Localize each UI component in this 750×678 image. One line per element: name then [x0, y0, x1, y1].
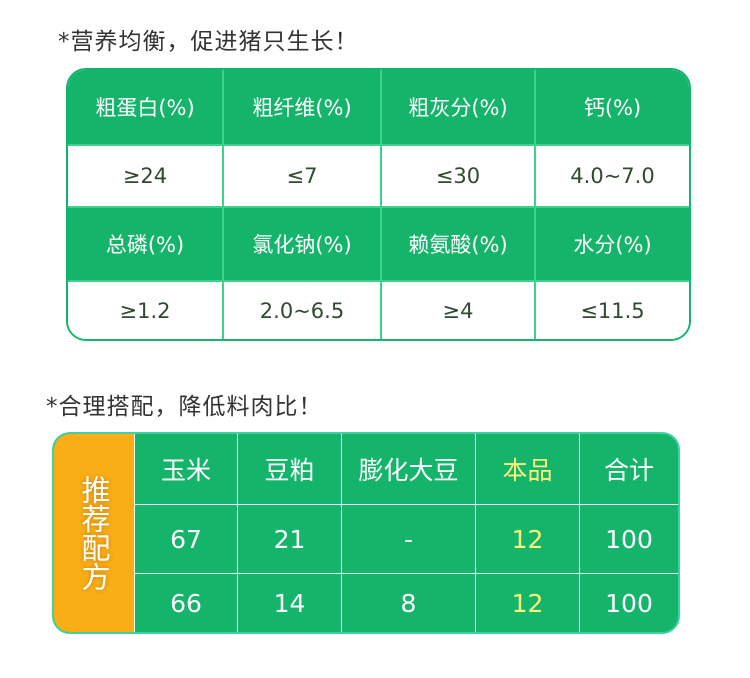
nutrient-header: 水分(%)	[536, 208, 689, 282]
nutrient-header: 粗灰分(%)	[382, 70, 536, 146]
ingredient-header: 膨化大豆	[341, 434, 475, 505]
nutrient-value: ≥1.2	[68, 282, 224, 339]
formula-value: -	[341, 505, 475, 574]
nutrient-header: 粗蛋白(%)	[68, 70, 224, 146]
ingredient-header: 合计	[579, 434, 678, 505]
formula-value: 67	[134, 505, 237, 574]
recommended-formula-label: 推荐配方	[54, 434, 134, 632]
nutrient-value: ≤7	[224, 146, 382, 208]
formula-value: 12	[475, 574, 579, 632]
formula-value: 21	[237, 505, 341, 574]
formula-table: 推荐配方 玉米 豆粕 膨化大豆 本品 合计 67 21-12 100 66 14 8 12 100	[52, 432, 680, 634]
formula-value: 8	[341, 574, 475, 632]
ingredient-header: 玉米	[134, 434, 237, 505]
nutrient-value: ≤11.5	[536, 282, 689, 339]
nutrient-header: 粗纤维(%)	[224, 70, 382, 146]
nutrition-table: 粗蛋白(%) 粗纤维(%) 粗灰分(%) 钙(%) ≥24 ≤7 ≤30 4.0~7.0 总磷(…	[66, 68, 691, 341]
nutrient-value: 4.0~7.0	[536, 146, 689, 208]
formula-value: 12	[475, 505, 579, 574]
nutrient-header: 氯化钠(%)	[224, 208, 382, 282]
nutrient-value: ≥24	[68, 146, 224, 208]
ingredient-header: 本品	[475, 434, 579, 505]
nutrient-header: 赖氨酸(%)	[382, 208, 536, 282]
nutrient-value: ≤30	[382, 146, 536, 208]
nutrient-value: ≥4	[382, 282, 536, 339]
section-title-formula: *合理搭配，降低料肉比！	[46, 394, 323, 420]
formula-value: 100	[579, 505, 678, 574]
section-title-nutrition: *营养均衡，促进猪只生长！	[58, 29, 359, 55]
nutrient-value: 2.0~6.5	[224, 282, 382, 339]
formula-value: 14	[237, 574, 341, 632]
formula-value: 66	[134, 574, 237, 632]
nutrient-header: 总磷(%)	[68, 208, 224, 282]
ingredient-header: 豆粕	[237, 434, 341, 505]
nutrient-header: 钙(%)	[536, 70, 689, 146]
formula-value: 100	[579, 574, 678, 632]
